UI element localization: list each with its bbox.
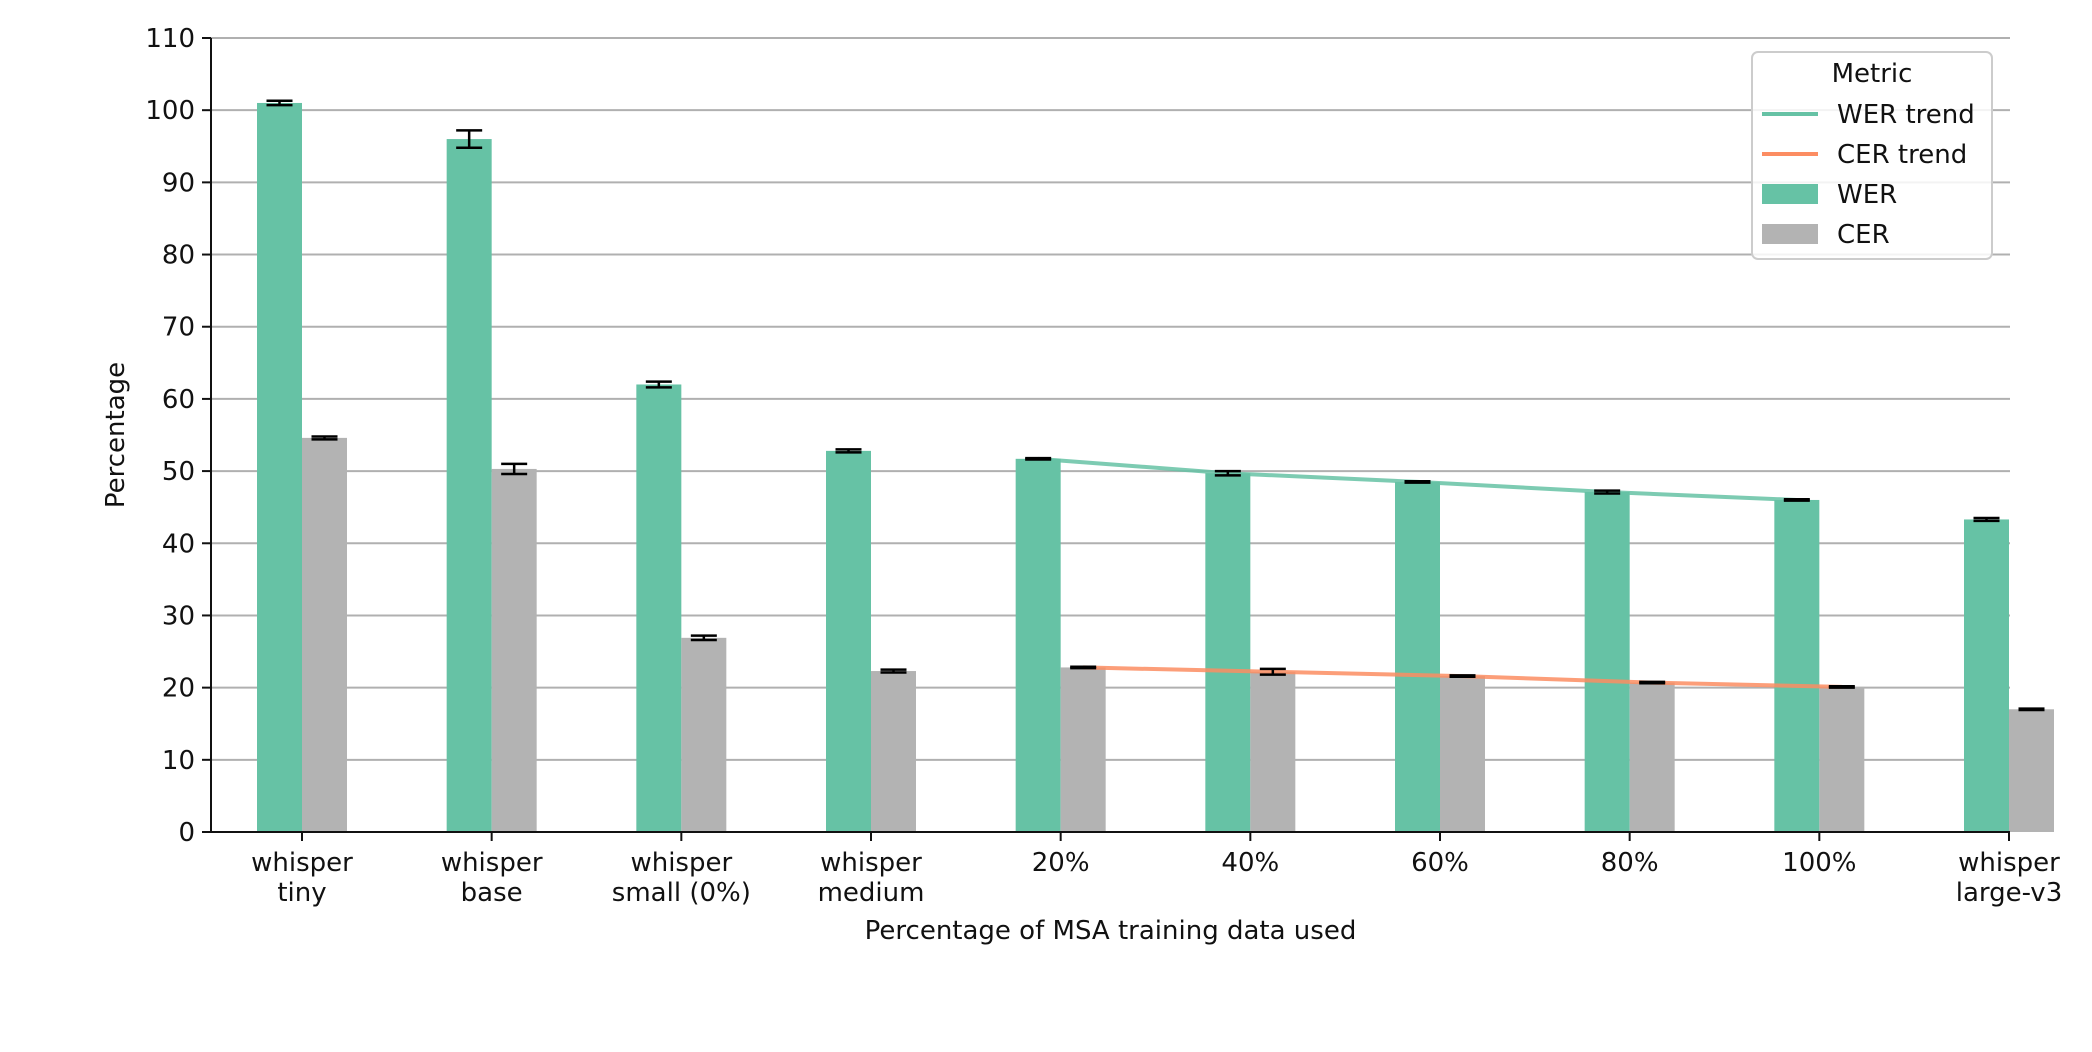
y-tick-label: 100 [145,96,195,126]
x-tick-label: medium [818,878,925,908]
bar-wer [257,102,302,833]
bar-wer [1964,519,2009,832]
bar-wer [826,450,871,832]
bar-wer [1584,492,1630,832]
y-tick-label: 10 [162,746,195,776]
bars [257,102,2054,833]
legend: Metric WER trend CER trend WER CER [1751,51,1993,260]
x-tick-label: whisper [820,848,922,878]
y-tick-label: 80 [162,241,195,271]
bar-cer [681,637,727,832]
x-tick-label: large-v3 [1956,878,2063,908]
x-tick-label: whisper [630,848,732,878]
y-tick-label: 20 [162,674,195,704]
legend-label: WER trend [1837,100,1975,130]
bar-wer [1395,481,1440,832]
y-tick-label: 110 [145,24,195,54]
legend-box [1751,51,1993,260]
bar-cer [1250,671,1296,832]
bar-wer [1205,473,1251,832]
x-tick-label: 40% [1221,848,1279,878]
y-tick-label: 90 [162,168,195,198]
bar-wer [1774,499,1820,832]
x-tick-label: tiny [277,878,326,908]
y-tick-label: 50 [162,457,195,487]
bar-cer [1060,667,1106,832]
legend-title: Metric [1832,59,1913,89]
bar-wer [446,139,492,832]
y-axis-title: Percentage [101,362,131,508]
y-tick-label: 30 [162,601,195,631]
y-tick-labels: 0 10 20 30 40 50 60 70 80 90 100 110 [145,24,211,848]
bar-cer [491,468,537,832]
bar-cer [1629,682,1675,832]
x-tick-label: whisper [1958,848,2060,878]
bar-cer [2009,709,2054,832]
x-tick-label: 20% [1032,848,1090,878]
legend-swatch [1762,224,1818,244]
x-tick-label: 80% [1601,848,1659,878]
legend-label: CER [1837,220,1890,250]
bar-cer [871,671,916,832]
error-bars [266,99,2045,712]
y-tick-label: 60 [162,385,195,415]
x-tick-label: whisper [251,848,353,878]
bar-wer [636,384,682,832]
y-tick-label: 70 [162,313,195,343]
y-tick-label: 40 [162,529,195,559]
legend-label: CER trend [1837,140,1967,170]
bar-cer [1440,676,1485,832]
x-axis-title: Percentage of MSA training data used [865,916,1357,946]
bar-cer [1819,686,1865,832]
axes [210,38,2010,833]
x-tick-label: small (0%) [612,878,751,908]
legend-label: WER [1837,180,1897,210]
y-tick-label: 0 [178,818,195,848]
legend-swatch [1762,184,1818,204]
x-tick-label: 60% [1411,848,1469,878]
x-tick-label: whisper [441,848,543,878]
bar-cer [302,437,347,832]
legend-entries: WER trend CER trend WER CER [1762,100,1975,250]
x-tick-label: 100% [1782,848,1856,878]
x-tick-label: base [461,878,523,908]
bar-wer [1015,458,1061,832]
